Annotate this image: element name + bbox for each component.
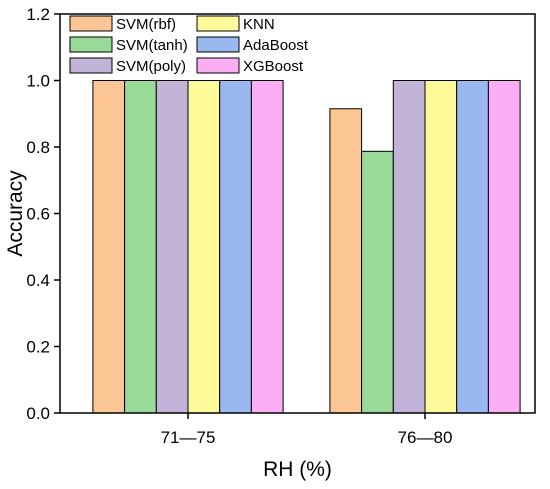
x-axis: 71—75 76—80 <box>161 413 453 447</box>
bar-3-0 <box>187 80 221 414</box>
y-tick-label: 0.4 <box>26 271 50 290</box>
x-axis-title: RH (%) <box>263 458 332 481</box>
bars-group <box>92 80 521 414</box>
bar-0-0 <box>92 80 126 414</box>
legend-swatch <box>196 36 240 53</box>
legend-label: KNN <box>243 16 275 33</box>
bar-5-0 <box>250 80 284 414</box>
y-tick-label: 0.2 <box>26 338 50 357</box>
y-tick-label: 0.0 <box>26 404 50 423</box>
y-axis-title: Accuracy <box>4 170 27 257</box>
legend-swatch <box>196 57 240 74</box>
y-tick-label: 0.8 <box>26 138 50 157</box>
legend-swatch <box>196 15 240 32</box>
legend: SVM(rbf) SVM(tanh) SVM(poly) KNN AdaBoost XGB… <box>69 15 309 75</box>
bar-2-0 <box>155 80 189 414</box>
legend-label: SVM(rbf) <box>116 16 176 33</box>
legend-swatch <box>69 15 113 32</box>
legend-swatch <box>69 57 113 74</box>
bar-4-1 <box>456 80 489 414</box>
y-tick-label: 0.6 <box>26 205 50 224</box>
legend-swatch <box>69 36 113 53</box>
bar-0-1 <box>329 108 363 414</box>
x-tick-label: 71—75 <box>161 428 216 447</box>
bar-3-1 <box>424 80 458 414</box>
legend-label: AdaBoost <box>243 37 309 54</box>
bar-4-0 <box>219 80 252 414</box>
legend-label: SVM(tanh) <box>116 37 188 54</box>
bar-1-0 <box>124 80 157 414</box>
bar-2-1 <box>392 80 426 414</box>
bar-1-1 <box>361 150 394 414</box>
y-tick-label: 1.0 <box>26 72 50 91</box>
y-tick-label: 1.2 <box>26 5 50 24</box>
legend-label: XGBoost <box>243 58 304 75</box>
legend-label: SVM(poly) <box>116 58 186 75</box>
x-tick-label: 76—80 <box>398 428 453 447</box>
y-axis: 0.0 0.2 0.4 0.6 0.8 1.0 1.2 <box>26 5 60 423</box>
bar-5-1 <box>487 80 521 414</box>
